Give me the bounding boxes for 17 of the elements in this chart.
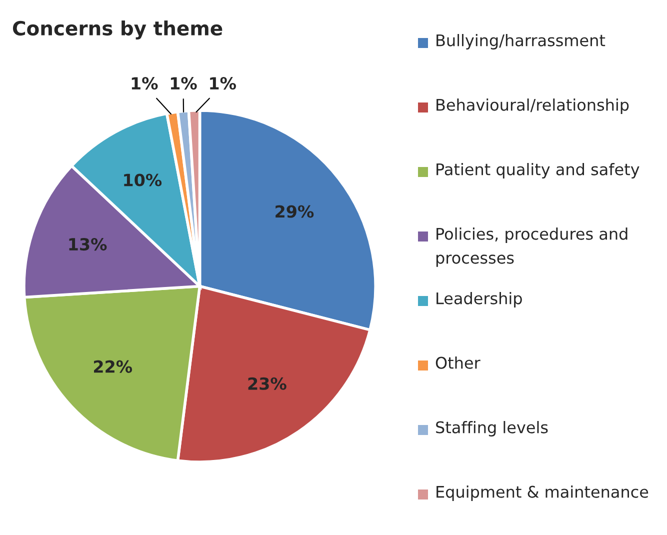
data-label: 1%: [170, 77, 197, 90]
legend-label: Behavioural/relationship: [436, 98, 629, 114]
data-label: 29%: [276, 205, 314, 218]
legend-label: Leadership: [436, 292, 522, 308]
data-label: 10%: [124, 174, 162, 186]
data-label: 23%: [248, 377, 286, 390]
legend-label: Other: [436, 356, 480, 369]
legend-label: Policies, procedures and processes: [436, 228, 628, 267]
legend-label: Equipment & maintenance: [436, 486, 648, 501]
data-label: 13%: [69, 238, 107, 251]
chart-title: Concerns by theme: [12, 20, 222, 40]
legend-label: Staffing levels: [436, 421, 548, 436]
data-label: 1%: [210, 77, 236, 90]
legend-label: Bullying/harrassment: [436, 34, 606, 50]
legend-label: Patient quality and safety: [436, 163, 640, 178]
data-label: 22%: [94, 360, 132, 373]
data-label: 1%: [132, 77, 158, 90]
